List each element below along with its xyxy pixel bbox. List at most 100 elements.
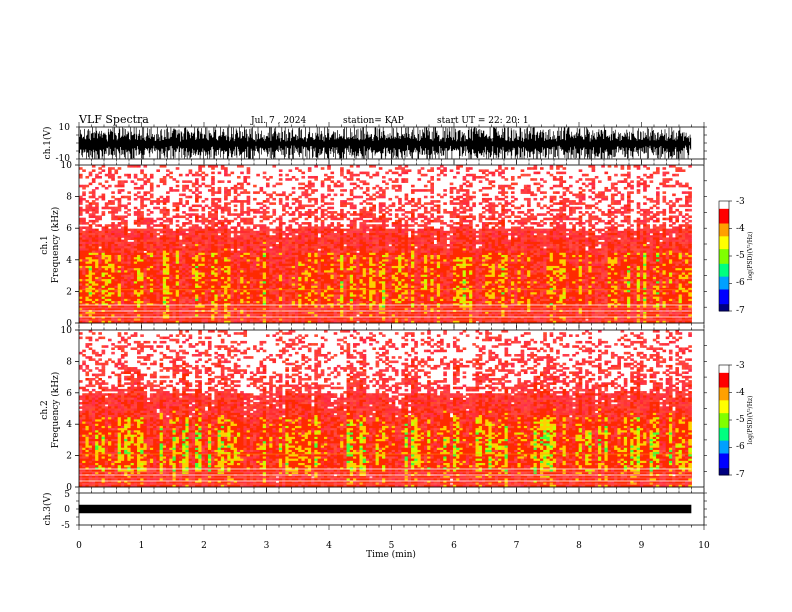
ch1-ytick-label: 10 [61, 161, 73, 171]
colorbar-segment [719, 416, 729, 419]
time-axis-ticks: 0 1 2 3 4 5 6 7 8 9 10 [76, 122, 710, 551]
time-tick-label: 4 [326, 541, 332, 551]
colorbar-segment [719, 292, 729, 295]
colorbar-segment [719, 279, 729, 283]
colorbar-segment [719, 377, 729, 381]
colorbar-segment [719, 221, 729, 224]
colorbar-segment [719, 287, 729, 290]
colorbar-segment [719, 252, 729, 255]
date-label: Jul. 7 , 2024 [250, 116, 306, 126]
ch3-waveform-ylabel: ch.3(V) [42, 493, 53, 526]
colorbar-segment [719, 370, 729, 373]
colorbar-segment [719, 254, 729, 257]
colorbar-segment [719, 423, 729, 426]
colorbar-segment [719, 283, 729, 286]
colorbar-segment [719, 307, 729, 310]
colorbar-segment [719, 235, 729, 239]
time-tick-label: 0 [76, 541, 82, 551]
colorbar-segment [719, 226, 729, 229]
colorbar-segment [719, 272, 729, 275]
time-tick-label: 5 [389, 541, 395, 551]
ch2-colorbar-tick-m4: -4 [736, 388, 745, 398]
colorbar-segment [719, 259, 729, 262]
colorbar-segment [719, 394, 729, 397]
colorbar-segment [719, 290, 729, 294]
ch3-ytick-bottom: -5 [61, 521, 70, 531]
colorbar-segment [719, 464, 729, 467]
ch2-ytick-label: 8 [66, 357, 72, 367]
colorbar-segment [719, 268, 729, 272]
colorbar-segment [719, 451, 729, 454]
colorbar-segment [719, 241, 729, 244]
colorbar-segment [719, 401, 729, 404]
colorbar-segment [719, 204, 729, 207]
colorbar-segment [719, 429, 729, 432]
colorbar-segment [719, 449, 729, 452]
colorbar-segment [719, 399, 729, 403]
colorbar-segment [719, 201, 729, 204]
time-tick-label: 3 [264, 541, 270, 551]
time-tick-label: 9 [639, 541, 645, 551]
colorbar-segment [719, 412, 729, 415]
ch1-ytick-bottom: -10 [56, 154, 71, 164]
ch2-ytick-label: 4 [66, 420, 72, 430]
ch2-colorbar-tick-m5: -5 [736, 415, 745, 425]
ch1-colorbar-tick-m7: -7 [736, 306, 745, 316]
colorbar-segment [719, 421, 729, 425]
ch1-colorbar-tick-m6: -6 [736, 278, 745, 288]
station-label: station= KAP [343, 116, 404, 126]
ch2-ytick-label: 6 [66, 389, 72, 399]
colorbar-segment [719, 270, 729, 273]
ch3-waveform-panel: 5 0 -5 ch.3(V) 0 1 2 3 4 5 6 7 8 9 10 Time (min) [42, 122, 710, 560]
colorbar-segment [719, 432, 729, 436]
colorbar-segment [719, 278, 729, 281]
ch1-colorbar-tick-m3: -3 [736, 197, 745, 207]
ch1-colorbar-tick-m4: -4 [736, 224, 745, 234]
colorbar-segment [719, 245, 729, 248]
colorbar-segment [719, 213, 729, 217]
ch1-colorbar: -3 -4 -5 -6 -7 log(PSD)(V²/Hz) [718, 197, 754, 316]
colorbar-segment [719, 440, 729, 443]
colorbar-segment [719, 431, 729, 434]
ch2-spectrogram-ylabel-channel: ch.2 [40, 400, 50, 419]
colorbar-segment [719, 261, 729, 264]
ch2-colorbar-gradient [718, 364, 732, 476]
colorbar-segment [719, 407, 729, 410]
colorbar-segment [719, 234, 729, 237]
wf3-path [78, 504, 692, 514]
colorbar-segment [719, 414, 729, 417]
colorbar-segment [719, 300, 729, 303]
colorbar-segment [719, 294, 729, 297]
ch1-spectrogram-ticks: 10 8 6 4 2 0 [61, 161, 707, 329]
ch2-ytick-label: 10 [61, 326, 73, 336]
colorbar-segment [719, 405, 729, 408]
time-tick-label: 1 [139, 541, 145, 551]
colorbar-segment [719, 388, 729, 392]
colorbar-segment [719, 438, 729, 441]
ch2-spectrogram-frame [78, 329, 705, 488]
colorbar-segment [719, 305, 729, 308]
colorbar-segment [719, 460, 729, 463]
ch2-spectrogram-image [79, 330, 692, 488]
colorbar-segment [719, 379, 729, 382]
colorbar-segment [719, 396, 729, 399]
colorbar-segment [719, 263, 729, 266]
colorbar-segment [719, 202, 729, 206]
time-axis-label: Time (min) [366, 549, 416, 560]
colorbar-segment [719, 372, 729, 375]
ch2-colorbar-tick-m7: -7 [736, 470, 745, 480]
colorbar-segment [719, 250, 729, 253]
colorbar-segment [719, 469, 729, 472]
ch1-waveform-ylabel: ch.1(V) [42, 127, 53, 160]
colorbar-segment [719, 427, 729, 430]
ch1-spectrogram-panel: 10 8 6 4 2 0 ch.1 Frequency (kHz) [40, 161, 707, 329]
colorbar-segment [719, 212, 729, 215]
colorbar-segment [719, 456, 729, 459]
colorbar-segment [719, 267, 729, 270]
colorbar-segment [719, 289, 729, 292]
colorbar-segment [719, 398, 729, 401]
time-tick-label: 7 [514, 541, 520, 551]
start-time-label: start UT = 22: 20: 1 [437, 116, 529, 126]
ch2-spectrogram-ticks: 10 8 6 4 2 0 [61, 326, 707, 493]
ch2-ytick-label: 2 [66, 452, 72, 462]
